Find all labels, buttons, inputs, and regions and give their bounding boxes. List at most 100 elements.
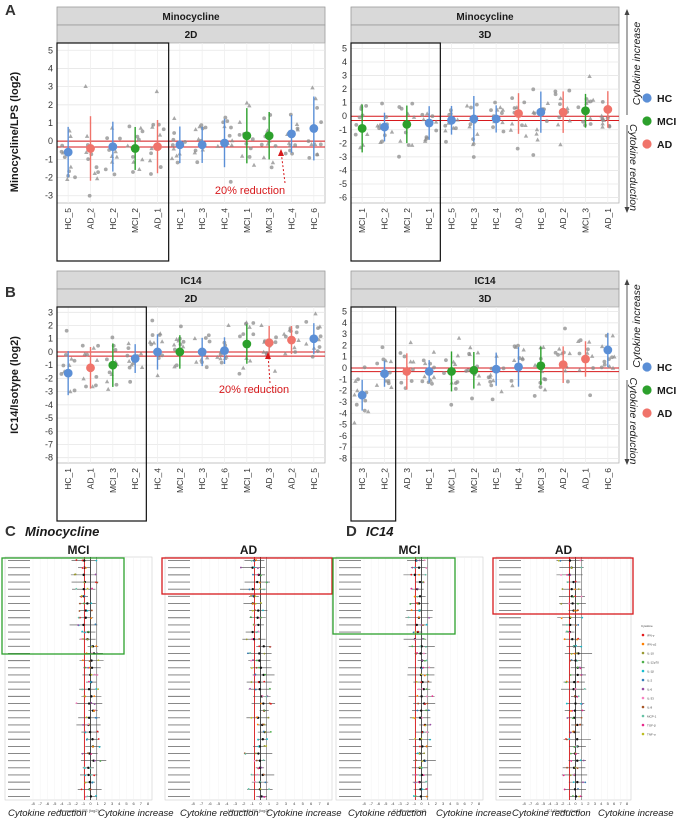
forest-point — [79, 616, 81, 619]
forest-highlight-box — [161, 557, 333, 595]
forest-point — [418, 688, 420, 691]
forest-point — [567, 602, 570, 605]
forest-point — [81, 659, 84, 662]
forest-point — [88, 680, 90, 683]
data-point — [241, 332, 246, 337]
forest-point — [252, 573, 254, 576]
forest-point — [250, 594, 252, 597]
forest-x-tick: 5 — [607, 801, 610, 806]
forest-point — [258, 638, 261, 640]
data-point — [126, 358, 132, 363]
forest-point — [422, 624, 424, 627]
facet-drug-label: IC14 — [180, 276, 202, 287]
forest-point — [254, 780, 256, 783]
mean-point — [175, 347, 185, 357]
forest-point — [93, 774, 96, 777]
data-point — [523, 122, 528, 127]
forest-plot: AD -8 -7 -6 -5 -4 -3 -2 -1 0 1 2 3 4 5 6 7 8 Minocycline/L… — [161, 543, 333, 813]
data-point — [354, 402, 359, 407]
data-point — [600, 99, 605, 104]
data-point — [64, 328, 69, 333]
forest-point — [571, 717, 574, 720]
data-point — [84, 384, 88, 389]
facet-dim-label: 2D — [185, 294, 198, 305]
data-point — [269, 165, 274, 170]
forest-estimate — [260, 795, 263, 798]
forest-point — [99, 760, 102, 762]
forest-point — [421, 667, 423, 670]
data-point — [136, 137, 141, 142]
forest-point — [97, 738, 100, 740]
data-point — [295, 126, 300, 131]
data-point — [158, 331, 163, 336]
forest-point — [83, 602, 85, 605]
data-point — [452, 361, 458, 366]
forest-point — [418, 752, 421, 755]
forest-point — [257, 681, 260, 683]
forest-point — [75, 559, 78, 561]
forest-point — [569, 774, 572, 777]
forest-x-tick: -1 — [567, 801, 571, 806]
forest-point — [87, 752, 89, 754]
forest-point — [576, 659, 579, 662]
data-point — [388, 359, 394, 364]
forest-point — [417, 781, 420, 784]
forest-point — [97, 659, 100, 662]
data-point — [86, 157, 91, 161]
mean-point — [581, 354, 590, 364]
forest-point — [415, 759, 417, 762]
forest-point — [577, 588, 580, 591]
y-tick-label: 4 — [342, 318, 347, 328]
y-tick-label: 5 — [342, 43, 347, 53]
forest-point — [260, 702, 262, 705]
data-point — [589, 353, 595, 358]
forest-point — [250, 667, 253, 669]
legend-marker — [642, 93, 652, 103]
data-point — [138, 351, 144, 356]
cytokine-legend-marker — [641, 714, 645, 718]
mean-point — [220, 346, 229, 356]
panel-a-letter: A — [5, 2, 16, 19]
x-tick-label: HC_4 — [514, 468, 524, 490]
x-tick-label: HC_1 — [63, 468, 73, 490]
mean-point — [514, 109, 523, 118]
data-point — [293, 350, 298, 354]
data-point — [309, 142, 314, 147]
mean-point — [558, 107, 568, 117]
forest-estimate — [86, 602, 89, 605]
legend-marker — [642, 116, 652, 126]
forest-estimate — [88, 730, 92, 734]
data-point — [125, 353, 130, 358]
forest-highlight-box — [332, 557, 456, 635]
data-point — [113, 149, 118, 154]
data-point — [544, 119, 549, 124]
forest-point — [253, 566, 256, 569]
cytokine-legend-label: IL-8 — [647, 706, 653, 710]
forest-estimate — [89, 795, 93, 798]
forest-point — [569, 659, 572, 662]
data-point — [72, 358, 77, 363]
highlight-box — [350, 306, 397, 522]
x-tick-label: HC_3 — [197, 468, 207, 490]
forest-point — [93, 709, 95, 712]
data-point — [364, 104, 369, 108]
cytokine-legend-label: MCP-1 — [647, 715, 657, 719]
forest-point — [578, 795, 580, 798]
forest-x-tick: -1 — [250, 801, 254, 806]
data-point — [356, 377, 360, 382]
forest-point — [259, 587, 261, 590]
forest-estimate — [570, 587, 573, 591]
data-point — [247, 103, 252, 108]
data-point — [469, 105, 473, 110]
forest-point — [420, 624, 423, 626]
x-tick-label: HC_4 — [287, 208, 297, 230]
data-point — [126, 341, 131, 346]
forest-x-tick: 2 — [276, 801, 279, 806]
forest-point — [410, 609, 413, 612]
data-point — [114, 382, 119, 387]
data-point — [274, 335, 278, 340]
legend-marker — [642, 362, 652, 372]
forest-x-tick: -4 — [225, 801, 229, 806]
forest-point — [83, 766, 86, 769]
forest-point — [85, 716, 88, 719]
